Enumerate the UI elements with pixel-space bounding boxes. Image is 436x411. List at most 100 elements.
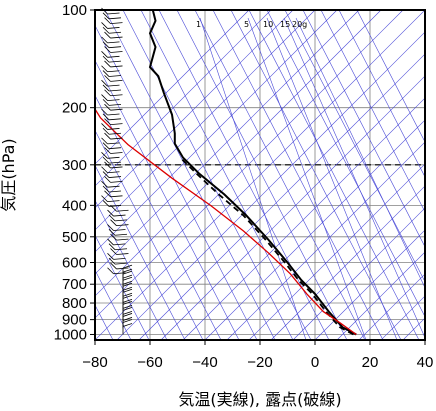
wind-barb xyxy=(108,132,122,135)
wind-barb xyxy=(108,89,122,92)
wind-barb-flag xyxy=(104,46,111,53)
guide-lines xyxy=(95,10,425,340)
wind-barb xyxy=(108,60,122,63)
adiabat-line xyxy=(95,269,132,340)
adiabat-line xyxy=(302,10,425,248)
y-axis-label: 気圧(hPa) xyxy=(0,138,18,211)
wind-barb-flag xyxy=(108,257,116,265)
wind-barb-flag xyxy=(122,270,133,275)
wind-barb xyxy=(110,195,123,198)
wind-barb xyxy=(108,75,122,77)
wind-barb-flag xyxy=(101,166,108,174)
wind-barb-flag xyxy=(104,118,111,125)
wind-barb xyxy=(110,123,123,126)
wind-barb-flag xyxy=(108,243,116,250)
y-tick-label: 500 xyxy=(62,229,87,246)
wind-barb-flag xyxy=(122,268,133,273)
mixing-ratio-labels: 1 5 10 15 20g xyxy=(196,20,307,29)
wind-barb-flag xyxy=(107,224,114,231)
temperature-line xyxy=(148,10,357,336)
wind-barb xyxy=(113,229,126,231)
wind-barb-flag xyxy=(104,132,111,140)
wind-barb-flag xyxy=(102,12,110,20)
wind-barb-flag xyxy=(102,127,110,135)
mixing-ratio-line xyxy=(266,17,398,340)
adiabat-line xyxy=(95,94,222,340)
wind-barb-flag xyxy=(101,137,108,145)
wind-barb-flag xyxy=(101,108,108,116)
x-tick-label: −80 xyxy=(82,354,107,371)
isotherm-line xyxy=(116,31,425,340)
wind-barb-flag xyxy=(104,161,111,169)
wind-barb xyxy=(116,224,129,227)
wind-barb xyxy=(110,152,123,154)
wind-barb-flag xyxy=(122,282,133,287)
x-tick-label: −20 xyxy=(247,354,272,371)
wind-barb-flag xyxy=(101,51,108,58)
wind-barb xyxy=(107,55,120,58)
wind-barb xyxy=(110,79,123,82)
adiabat-line xyxy=(140,10,312,340)
wind-barb xyxy=(107,142,120,145)
wind-barb-flag xyxy=(122,307,133,311)
wind-barb-flag xyxy=(110,204,117,212)
wind-barb-flag xyxy=(104,103,111,111)
x-tick-label: 20 xyxy=(362,354,379,371)
wind-barb-flag xyxy=(104,147,111,154)
adiabat-line xyxy=(230,10,402,340)
wind-barb-flag xyxy=(122,300,133,305)
y-tick-label: 400 xyxy=(62,197,87,214)
wind-barb xyxy=(110,51,123,53)
wind-barb-flag xyxy=(122,311,133,315)
mixing-ratio-line xyxy=(247,17,367,340)
wind-barb xyxy=(110,65,123,68)
wind-barb-flag xyxy=(104,190,111,198)
wind-barb xyxy=(116,238,129,241)
y-tick-label: 100 xyxy=(62,2,87,19)
isotherm-line xyxy=(314,229,425,340)
isotherm-line xyxy=(336,251,425,340)
wind-barb xyxy=(114,233,128,236)
wind-barb-flag xyxy=(122,292,133,297)
wind-barb-flag xyxy=(107,267,114,275)
wind-barb xyxy=(113,214,126,217)
wind-barb xyxy=(113,243,126,246)
wind-barb xyxy=(108,104,122,106)
wind-barb-flag xyxy=(122,276,133,281)
wind-barb xyxy=(110,108,123,111)
wind-barb-flag xyxy=(104,176,111,183)
wind-barb-flag xyxy=(104,17,111,24)
wind-barb xyxy=(107,12,120,15)
adiabat-line xyxy=(95,24,258,340)
wind-barb-flag xyxy=(101,65,108,73)
x-axis-label: 気温(実線), 露点(破線) xyxy=(178,390,341,409)
isotherm-line xyxy=(95,10,250,165)
y-tick-label: 1000 xyxy=(54,326,87,343)
adiabat-line xyxy=(122,10,294,340)
y-tick-label: 800 xyxy=(62,295,87,312)
wind-barb-flag xyxy=(104,31,111,39)
isotherm-line xyxy=(95,10,294,209)
isotherm-line xyxy=(95,10,425,340)
wind-barb xyxy=(114,219,128,222)
parcel-line xyxy=(95,107,357,336)
adiabat-line xyxy=(95,59,240,340)
wind-barb-flag xyxy=(122,280,133,285)
wind-barb-flag xyxy=(101,79,108,87)
adiabat-line xyxy=(248,10,420,340)
wind-barb xyxy=(107,156,120,159)
wind-barb-flag xyxy=(101,123,108,130)
wind-barb xyxy=(110,166,123,169)
wind-barb-flag xyxy=(110,233,117,241)
wind-barb-flag xyxy=(104,89,111,97)
wind-barb xyxy=(107,41,120,44)
wind-barb xyxy=(116,267,129,270)
wind-barb-flag xyxy=(101,94,108,101)
wind-barb-flag xyxy=(110,219,117,226)
isotherm-line xyxy=(95,10,382,297)
wind-barb-flag xyxy=(107,209,114,217)
isotherm-line xyxy=(95,10,272,187)
adiabat-line xyxy=(176,10,348,340)
